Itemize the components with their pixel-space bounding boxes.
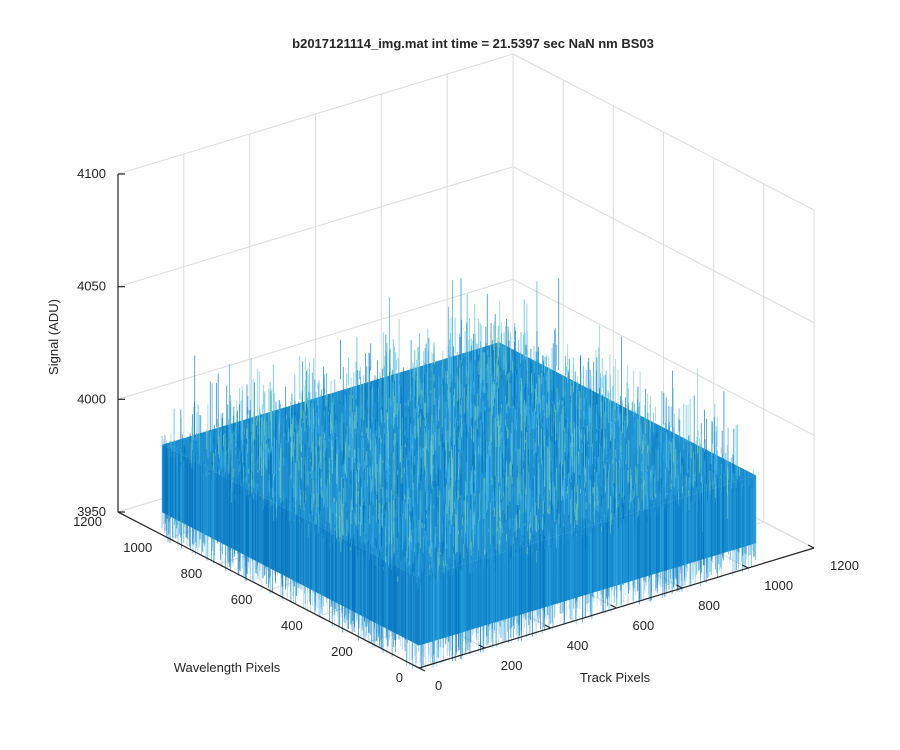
x-tick-mark [676, 584, 683, 589]
side-wall-grid-line [512, 166, 815, 324]
x-tick-mark [610, 604, 617, 609]
x-tick-label: 400 [567, 638, 589, 653]
y-tick-label: 400 [281, 618, 303, 633]
x-tick-mark [544, 624, 551, 629]
y-tick-mark [218, 563, 225, 568]
back-wall-grid-line [117, 278, 514, 400]
x-tick-mark [412, 664, 420, 669]
back-wall-grid-line [117, 166, 514, 288]
back-wall-grid-line [117, 53, 514, 175]
x-tick-labels: 0 200 400 600 800 1000 1200 [435, 558, 859, 693]
y-tick-mark [418, 667, 426, 672]
z-tick-labels: 3950 4000 4050 4100 [77, 166, 106, 519]
axes [117, 173, 815, 672]
z-tick-label: 4050 [77, 279, 106, 294]
z-axis-label: Signal (ADU) [46, 299, 61, 375]
y-tick-label: 800 [181, 566, 203, 581]
x-tick-label: 800 [698, 598, 720, 613]
y-axis-label: Wavelength Pixels [174, 660, 281, 675]
y-tick-mark [167, 537, 175, 542]
y-tick-mark [268, 589, 275, 594]
x-tick-mark [478, 644, 486, 649]
z-tick-label: 3950 [77, 504, 106, 519]
x-tick-label: 1200 [830, 558, 859, 573]
y-tick-label: 1000 [123, 540, 152, 555]
y-tick-label: 0 [396, 670, 403, 685]
x-tick-mark [807, 544, 815, 549]
x-tick-label: 200 [501, 658, 523, 673]
x-tick-mark [741, 564, 749, 569]
y-tick-mark [368, 641, 376, 646]
y-tick-label: 1200 [73, 514, 102, 529]
z-tick-label: 4000 [77, 391, 106, 406]
z-tick-label: 4100 [77, 166, 106, 181]
y-tick-label: 200 [331, 644, 353, 659]
x-axis-label: Track Pixels [580, 670, 651, 685]
y-tick-label: 600 [231, 592, 253, 607]
y-tick-mark [318, 615, 325, 620]
side-wall-grid-line [512, 53, 815, 211]
surface-data [161, 278, 757, 670]
chart-title: b2017121114_img.mat int time = 21.5397 s… [292, 36, 654, 51]
side-wall-grid-line [512, 278, 815, 436]
y-tick-mark [117, 511, 125, 516]
x-tick-label: 0 [435, 678, 442, 693]
x-tick-label: 600 [633, 618, 655, 633]
y-tick-labels: 0 200 400 600 800 1000 1200 [73, 514, 403, 685]
x-tick-label: 1000 [764, 578, 793, 593]
